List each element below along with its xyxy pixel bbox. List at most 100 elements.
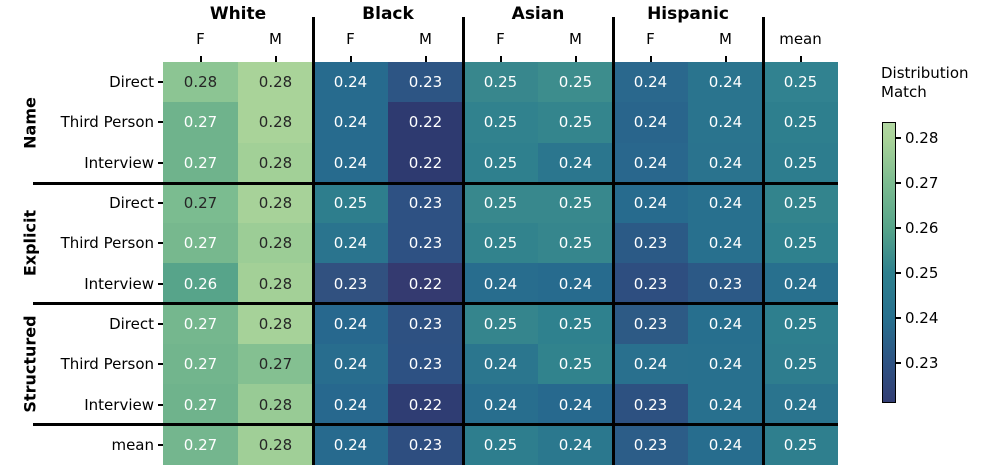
heatmap-cell: 0.24 (538, 384, 613, 425)
heatmap-cell: 0.24 (613, 62, 688, 103)
heatmap-cell: 0.24 (688, 62, 763, 103)
heatmap-cell: 0.24 (763, 263, 838, 304)
heatmap-cell: 0.27 (163, 223, 238, 264)
colorbar-tick (896, 362, 901, 364)
column-tick (799, 56, 802, 62)
colorbar-tick (896, 272, 901, 274)
heatmap-cell: 0.25 (463, 102, 538, 143)
heatmap-cell: 0.23 (613, 303, 688, 345)
heatmap-cell: 0.24 (538, 424, 613, 465)
heatmap-cell: 0.24 (538, 142, 613, 183)
heatmap-cell: 0.24 (688, 424, 763, 465)
heatmap-cell: 0.28 (238, 384, 313, 425)
heatmap-cell: 0.25 (763, 344, 838, 385)
row-label: Third Person (60, 355, 154, 374)
col-group-hispanic: Hispanic (647, 4, 729, 24)
heatmap-cell: 0.24 (763, 384, 838, 425)
heatmap-cell: 0.28 (238, 424, 313, 465)
heatmap-cell: 0.25 (763, 142, 838, 183)
heatmap-cell: 0.24 (688, 303, 763, 345)
col-header-mean: mean (779, 30, 822, 48)
heatmap-cell: 0.27 (163, 142, 238, 183)
row-tick (158, 443, 163, 446)
colorbar-title: Distribution Match (881, 64, 969, 101)
row-label: Interview (84, 395, 154, 414)
heatmap-cell: 0.26 (163, 263, 238, 304)
row-separator-explicit-structured (33, 302, 838, 306)
heatmap-cell: 0.25 (463, 223, 538, 264)
col-header-asian-f: F (496, 30, 505, 48)
heatmap-cell: 0.25 (463, 182, 538, 224)
heatmap-cell: 0.28 (238, 223, 313, 264)
row-label: Direct (109, 73, 154, 92)
row-tick (158, 161, 163, 164)
col-header-asian-m: M (569, 30, 582, 48)
heatmap-cell: 0.25 (463, 303, 538, 345)
heatmap-cell: 0.23 (388, 344, 463, 385)
column-tick (574, 56, 577, 62)
heatmap-cell: 0.27 (238, 344, 313, 385)
heatmap-cell: 0.24 (463, 384, 538, 425)
colorbar-tick-label: 0.28 (905, 129, 939, 147)
heatmap-cell: 0.24 (688, 344, 763, 385)
heatmap-cell: 0.23 (388, 223, 463, 264)
heatmap-cell: 0.27 (163, 424, 238, 465)
heatmap-cell: 0.25 (763, 182, 838, 224)
colorbar-tick-label: 0.26 (905, 219, 939, 237)
colorbar-tick (896, 137, 901, 139)
row-separator-name-explicit (33, 181, 838, 185)
heatmap-cell: 0.24 (313, 344, 388, 385)
heatmap-cell: 0.28 (238, 263, 313, 304)
column-tick (499, 56, 502, 62)
heatmap-cell: 0.27 (163, 102, 238, 143)
heatmap-cell: 0.25 (763, 303, 838, 345)
heatmap-cell: 0.22 (388, 263, 463, 304)
heatmap-cell: 0.23 (613, 384, 688, 425)
heatmap-cell: 0.25 (538, 182, 613, 224)
heatmap-cell: 0.23 (613, 263, 688, 304)
heatmap-cell: 0.27 (163, 344, 238, 385)
row-label: Interview (84, 274, 154, 293)
row-tick (158, 363, 163, 366)
heatmap-cell: 0.24 (613, 182, 688, 224)
colorbar-tick (896, 317, 901, 319)
row-tick (158, 403, 163, 406)
heatmap-cell: 0.25 (538, 344, 613, 385)
heatmap-cell: 0.24 (463, 344, 538, 385)
col-separator-hispanic-mean (761, 17, 765, 465)
heatmap-cell: 0.24 (688, 223, 763, 264)
heatmap-cell: 0.24 (688, 182, 763, 224)
heatmap-cell: 0.23 (388, 62, 463, 103)
heatmap-cell: 0.28 (238, 182, 313, 224)
colorbar (882, 122, 896, 403)
heatmap-cell: 0.27 (163, 384, 238, 425)
heatmap-cell: 0.25 (463, 62, 538, 103)
heatmap-cell: 0.27 (163, 303, 238, 345)
col-header-white-m: M (269, 30, 282, 48)
col-header-white-f: F (196, 30, 205, 48)
heatmap-cell: 0.24 (463, 263, 538, 304)
row-label: Interview (84, 153, 154, 172)
heatmap-cell: 0.24 (688, 102, 763, 143)
row-separator-structured-mean (33, 423, 838, 427)
heatmap-cell: 0.28 (238, 142, 313, 183)
column-tick (649, 56, 652, 62)
row-label: Third Person (60, 113, 154, 132)
heatmap-cell: 0.24 (313, 424, 388, 465)
col-group-asian: Asian (511, 4, 565, 24)
heatmap-cell: 0.24 (688, 142, 763, 183)
heatmap-cell: 0.25 (538, 303, 613, 345)
heatmap-cell: 0.23 (313, 263, 388, 304)
heatmap-cell: 0.25 (763, 62, 838, 103)
heatmap-cell: 0.28 (238, 62, 313, 103)
row-label: mean (111, 435, 154, 454)
heatmap-cell: 0.24 (613, 344, 688, 385)
heatmap-cell: 0.24 (613, 142, 688, 183)
col-group-white: White (209, 4, 267, 24)
heatmap-cell: 0.24 (313, 223, 388, 264)
col-header-hispanic-m: M (719, 30, 732, 48)
heatmap-cell: 0.27 (163, 182, 238, 224)
colorbar-tick (896, 227, 901, 229)
colorbar-tick-label: 0.25 (905, 264, 939, 282)
heatmap-cell: 0.23 (613, 223, 688, 264)
